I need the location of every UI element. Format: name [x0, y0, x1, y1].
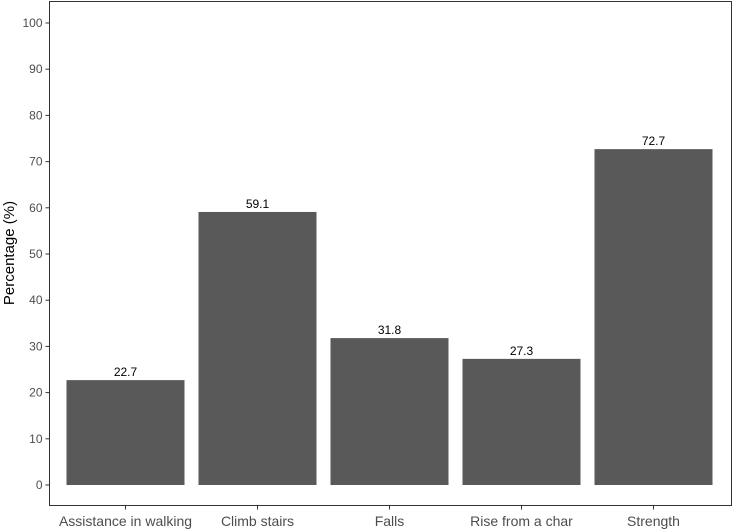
x-tick-label-0: Assistance in walking	[59, 513, 192, 529]
bars-group	[66, 149, 713, 485]
data-label-3: 27.3	[510, 344, 534, 358]
bar-4	[594, 149, 713, 485]
bar-0	[66, 380, 185, 485]
y-axis: 0 10 20 30 40 50 60 70 80 90 100	[22, 16, 50, 492]
x-tick-label-1: Climb stairs	[221, 513, 294, 529]
y-tick-label-9: 90	[29, 62, 43, 76]
y-tick-label-0: 0	[36, 478, 43, 492]
x-tick-label-4: Strength	[627, 513, 680, 529]
bar-1	[198, 211, 317, 485]
y-tick-label-8: 80	[29, 108, 43, 122]
y-axis-title: Percentage (%)	[1, 201, 18, 305]
data-label-4: 72.7	[642, 134, 666, 148]
y-tick-label-6: 60	[29, 201, 43, 215]
x-tick-label-2: Falls	[375, 513, 405, 529]
y-tick-label-10: 100	[22, 16, 42, 30]
x-tick-label-3: Rise from a char	[470, 513, 573, 529]
data-label-2: 31.8	[378, 323, 402, 337]
data-label-0: 22.7	[114, 365, 138, 379]
data-label-1: 59.1	[246, 197, 270, 211]
y-tick-label-2: 20	[29, 386, 43, 400]
y-tick-label-4: 40	[29, 293, 43, 307]
data-labels-group: 22.7 59.1 31.8 27.3 72.7	[114, 134, 666, 379]
bar-2	[330, 338, 449, 485]
y-tick-label-5: 50	[29, 247, 43, 261]
bar-3	[462, 358, 581, 485]
y-tick-label-1: 10	[29, 432, 43, 446]
y-tick-label-3: 30	[29, 339, 43, 353]
x-axis: Assistance in walking Climb stairs Falls Ri…	[59, 505, 680, 529]
y-tick-label-7: 70	[29, 155, 43, 169]
